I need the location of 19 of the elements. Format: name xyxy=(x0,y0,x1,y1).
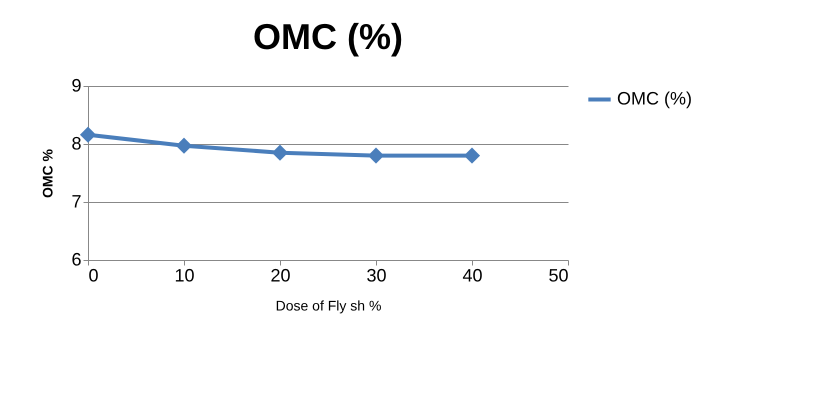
x-tick-label: 0 xyxy=(88,266,99,286)
x-tick-label: 40 xyxy=(462,266,483,286)
y-tick-label: 9 xyxy=(71,76,82,96)
legend-label: OMC (%) xyxy=(617,88,692,108)
point xyxy=(272,144,288,161)
y-tick-label: 8 xyxy=(71,134,82,154)
x-tick-label: 50 xyxy=(548,266,568,286)
x-tick-label: 20 xyxy=(270,266,291,286)
y-tick-label: 6 xyxy=(71,250,82,270)
point xyxy=(176,138,192,154)
x-tick-label: 30 xyxy=(366,266,387,286)
chart-title: OMC (%) xyxy=(253,16,403,57)
y-axis-title: OMC % xyxy=(39,148,56,198)
x-tick-label: 10 xyxy=(174,266,195,286)
x-axis-title: Dose of Fly sh % xyxy=(276,298,382,314)
point xyxy=(464,148,480,164)
point xyxy=(80,126,96,143)
y-tick-label: 7 xyxy=(71,192,82,212)
point xyxy=(368,148,384,164)
